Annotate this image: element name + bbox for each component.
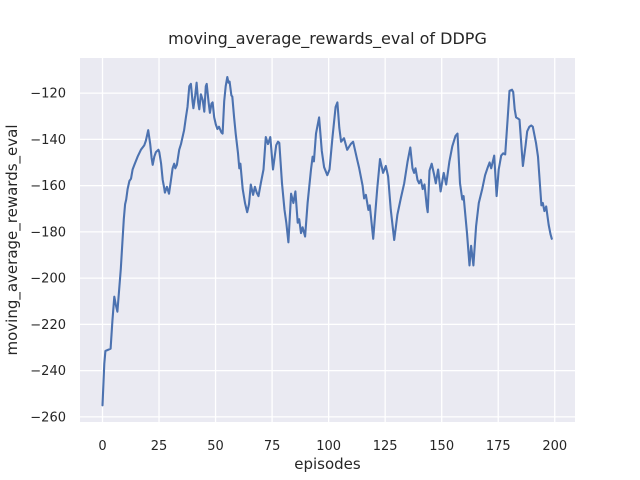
x-tick-labels: 0 25 50 75 100 125 150 175 200 — [98, 439, 567, 454]
y-tick-label: −160 — [30, 179, 66, 194]
x-tick-label: 100 — [316, 439, 341, 454]
y-axis-label: moving_average_rewards_eval — [3, 125, 22, 356]
x-tick-label: 150 — [429, 439, 454, 454]
y-tick-label: −200 — [30, 272, 66, 287]
x-tick-label: 75 — [264, 439, 281, 454]
x-axis-label: episodes — [294, 455, 361, 473]
y-tick-label: −220 — [30, 318, 66, 333]
y-tick-label: −120 — [30, 87, 66, 102]
x-tick-label: 0 — [98, 439, 106, 454]
x-tick-label: 175 — [486, 439, 511, 454]
x-tick-label: 125 — [373, 439, 398, 454]
x-tick-label: 200 — [542, 439, 567, 454]
y-tick-label: −140 — [30, 133, 66, 148]
x-tick-label: 25 — [151, 439, 168, 454]
gridlines — [80, 58, 575, 422]
series-line — [101, 75, 553, 407]
y-tick-label: −180 — [30, 225, 66, 240]
plot-area — [80, 58, 575, 422]
x-tick-label: 50 — [207, 439, 224, 454]
y-tick-label: −260 — [30, 410, 66, 425]
y-tick-labels: −120 −140 −160 −180 −200 −220 −240 −260 — [30, 87, 66, 426]
chart-title: moving_average_rewards_eval of DDPG — [168, 29, 487, 49]
y-tick-label: −240 — [30, 364, 66, 379]
